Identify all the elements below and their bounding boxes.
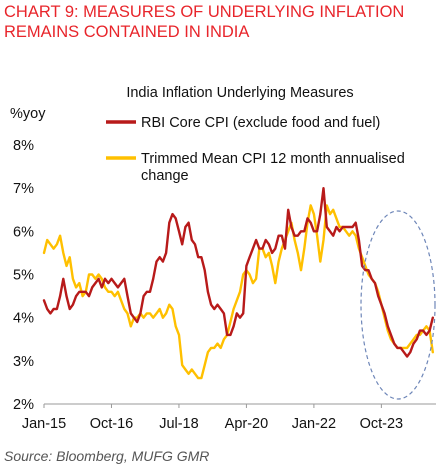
x-tick-label: Oct-16 [90,416,134,432]
x-tick-label: Jul-18 [159,416,199,432]
x-tick-label: Apr-20 [225,416,269,432]
page-title-line-2: REMAINS CONTAINED IN INDIA [4,23,250,41]
series-layer [42,187,434,380]
source-note: Source: Bloomberg, MUFG GMR [4,448,210,464]
legend-label-core: RBI Core CPI (exclude food and fuel) [141,115,380,131]
y-tick-label: 5% [13,268,34,284]
series-line-core-cpi [42,187,434,358]
page-title: CHART 9: MEASURES OF UNDERLYING INFLATIO… [4,2,434,42]
highlight-ellipse [360,210,436,400]
legend-label-trimmed: Trimmed Mean CPI 12 month annualised cha… [141,151,409,184]
y-tick-label: 6% [13,224,34,240]
chart-title: India Inflation Underlying Measures [126,85,353,101]
series-line-trimmed-mean [42,204,434,380]
y-tick-label: 4% [13,311,34,327]
y-tick-label: 7% [13,181,34,197]
page-title-line-1: CHART 9: MEASURES OF UNDERLYING INFLATIO… [4,3,405,21]
y-tick-label: 2% [13,397,34,413]
x-tick-label: Oct-23 [360,416,404,432]
legend-label-trimmed-line-2: change [141,168,189,184]
y-tick-label: 3% [13,354,34,370]
legend-label-trimmed-line-1: Trimmed Mean CPI 12 month annualised [141,151,405,167]
y-axis: 2% 3% 4% 5% 6% 7% 8% [13,138,34,413]
x-tick-label: Jan-22 [292,416,336,432]
x-tick-label: Jan-15 [22,416,66,432]
y-tick-label: 8% [13,138,34,154]
y-axis-label: %yoy [10,106,46,122]
x-axis: Jan-15 Oct-16 Jul-18 Apr-20 Jan-22 Oct-23 [22,404,403,432]
